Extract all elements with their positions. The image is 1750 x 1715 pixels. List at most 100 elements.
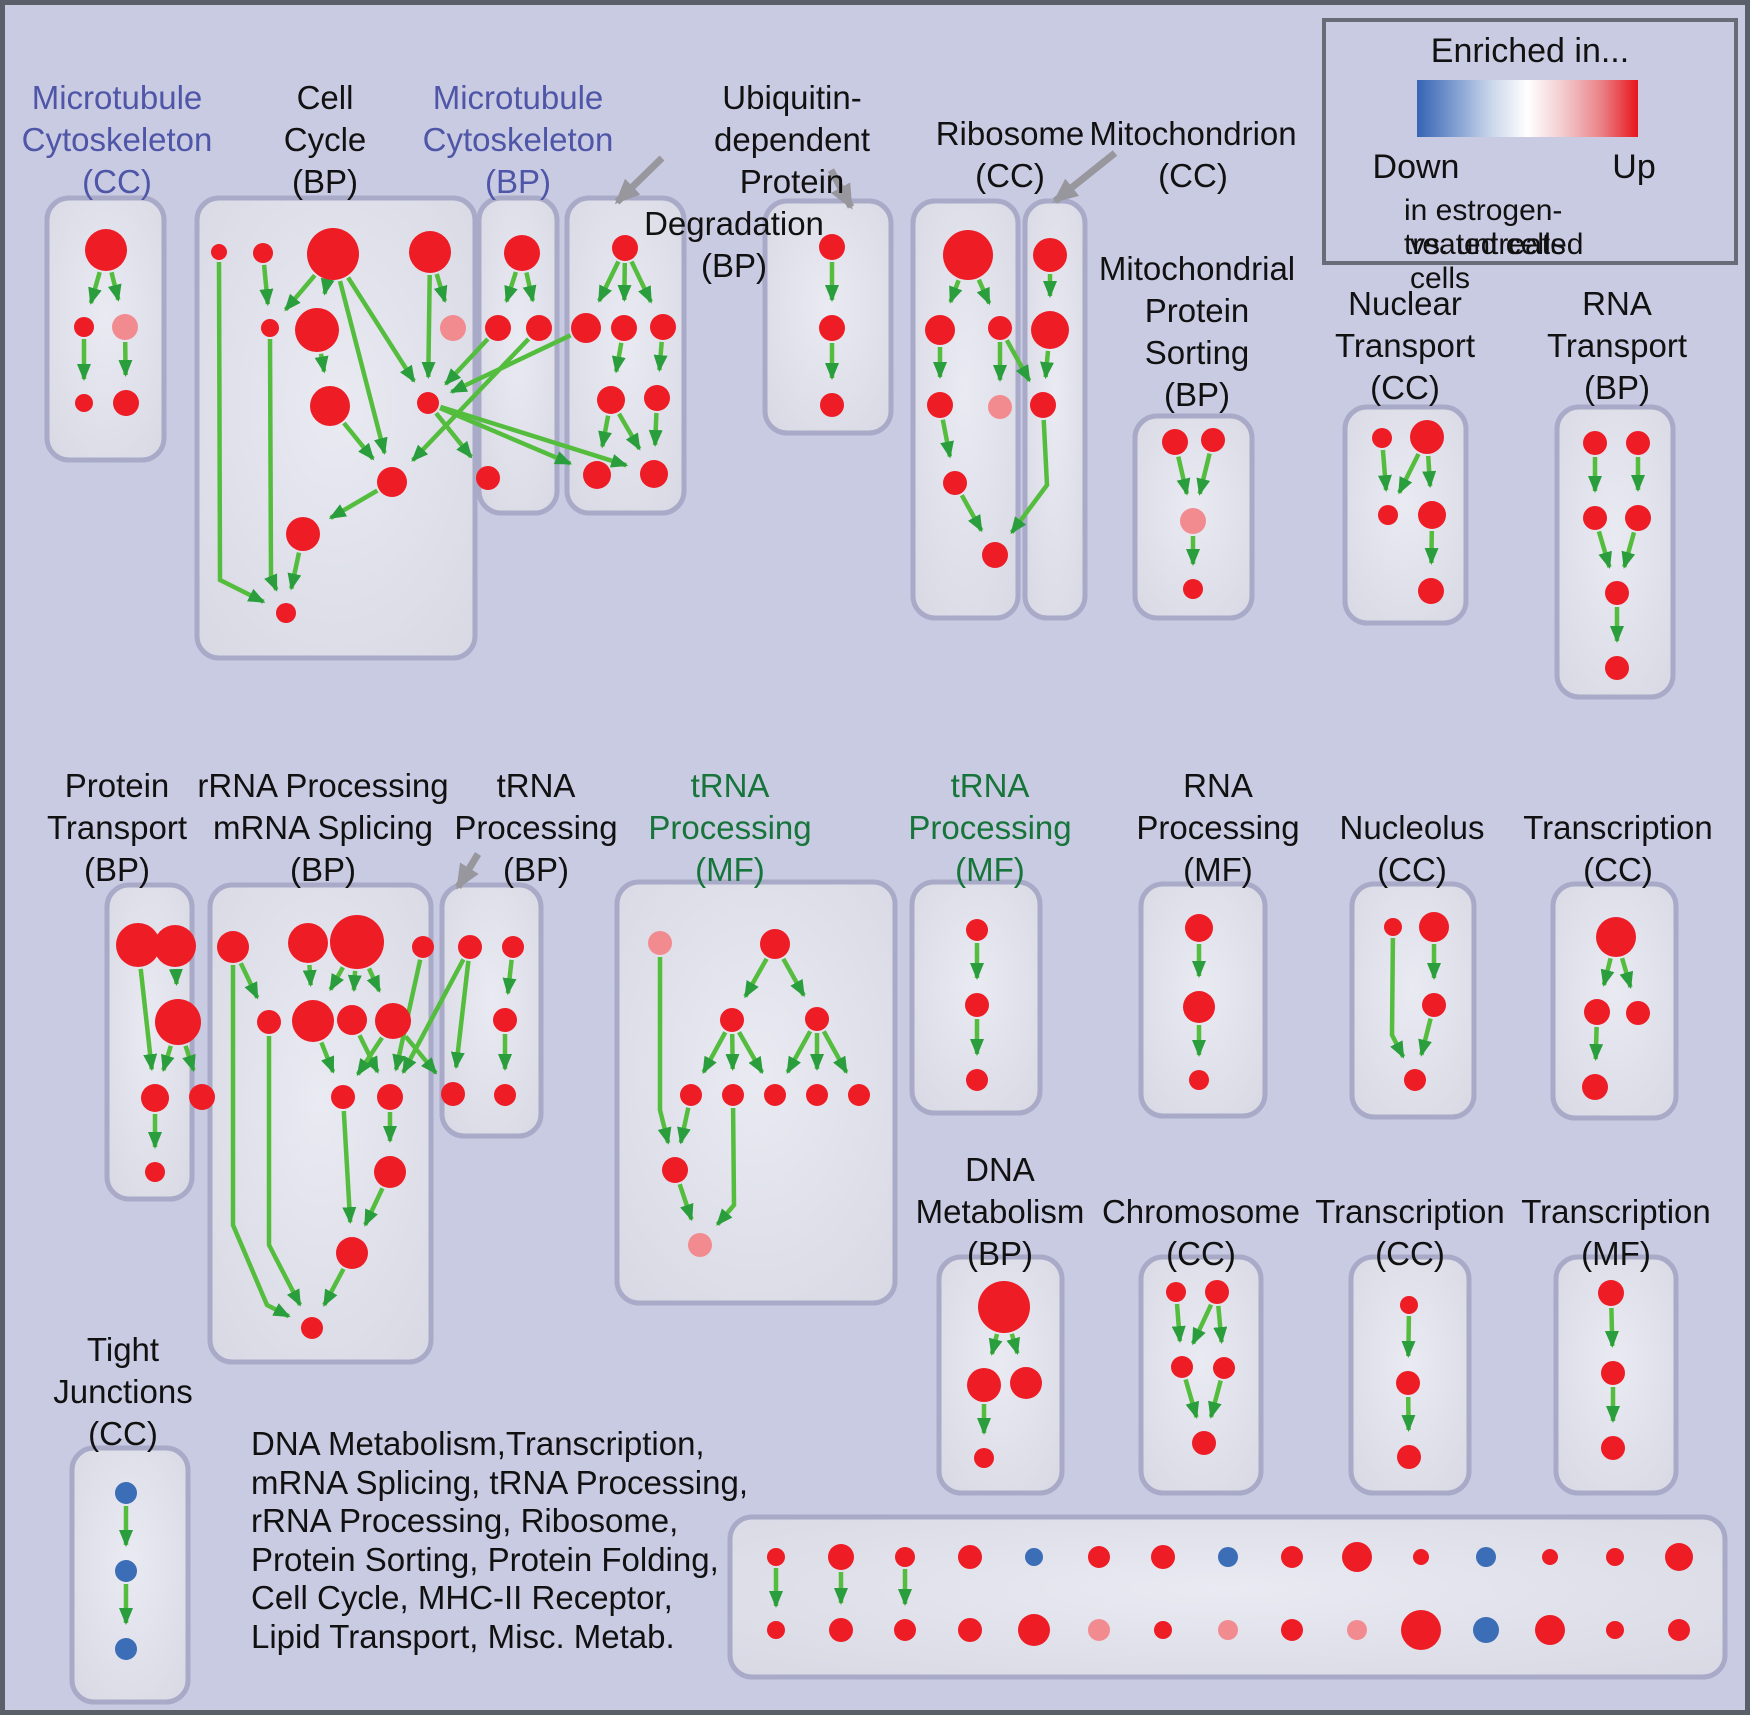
label-line: Cytoskeleton (422, 121, 614, 158)
misc-text-line: rRNA Processing, Ribosome, (251, 1502, 679, 1539)
gene-node-red (1378, 505, 1398, 525)
edge (320, 277, 335, 296)
label-line: Mitochondrion (1089, 115, 1297, 152)
edge (341, 1110, 357, 1225)
gene-node-red (1031, 311, 1069, 349)
label-line: Degradation (644, 205, 824, 242)
label-line: Sorting (1144, 334, 1250, 371)
group-box-dna-metabolism (936, 1254, 1065, 1496)
gene-node-blue (1473, 1617, 1499, 1643)
edge (1377, 449, 1392, 493)
label-line: Tight (86, 1331, 160, 1368)
label-line: rRNA Processing (197, 767, 449, 804)
label-line: RNA (1582, 285, 1652, 322)
gene-node-red (767, 1548, 785, 1566)
group-box-nuclear-transport (1342, 404, 1469, 626)
gene-node-red (377, 467, 407, 497)
label-line: (BP) (1584, 369, 1650, 406)
gene-node-red (1401, 1610, 1441, 1650)
gene-node-red (288, 923, 328, 963)
edge (598, 415, 612, 449)
gene-node-red (1162, 429, 1188, 455)
gene-node-red (141, 1084, 169, 1112)
label-trna-processing-bp: tRNA Processing (BP) (454, 765, 617, 891)
label-transcription-mf: Transcription (MF) (1521, 1191, 1711, 1275)
gene-node-red (571, 313, 601, 343)
gene-node-red (767, 1621, 785, 1639)
gene-node-red (760, 929, 790, 959)
gene-node-red (375, 1003, 411, 1039)
gene-node-red (662, 1157, 688, 1183)
label-line: Processing (454, 809, 618, 846)
network-canvas (44, 150, 1728, 1705)
edge (781, 957, 806, 998)
edge (434, 411, 473, 459)
gene-node-red (331, 1085, 355, 1109)
gene-node-red (1183, 991, 1215, 1023)
label-line: Processing (648, 809, 812, 846)
gene-node-blue (115, 1560, 137, 1582)
label-line: DNA (965, 1151, 1035, 1188)
edge (1589, 1026, 1604, 1061)
edge (337, 280, 388, 455)
gene-node-pink (688, 1233, 712, 1257)
edge (1604, 1307, 1619, 1348)
gene-node-red (409, 231, 451, 273)
gene-node-red (974, 1448, 994, 1468)
gene-node-red (1171, 1356, 1193, 1378)
gene-node-red (1033, 238, 1067, 272)
group-box-chromosome (1138, 1254, 1264, 1496)
gene-node-red (1018, 1614, 1050, 1646)
gene-node-red (1598, 1280, 1624, 1306)
gene-node-red (1151, 1545, 1175, 1569)
label-dna-metabolism: DNA Metabolism (BP) (916, 1149, 1085, 1275)
gene-node-blue (1025, 1548, 1043, 1566)
gene-node-red (1166, 1282, 1186, 1302)
label-rna-processing-mf: RNA Processing (MF) (1136, 765, 1299, 891)
gene-node-red (1410, 420, 1444, 454)
gene-node-red (958, 1545, 982, 1569)
label-transcription-cc-1: Transcription (CC) (1523, 807, 1713, 891)
label-line: Transport (1547, 327, 1687, 364)
label-line: Processing (1136, 809, 1300, 846)
label-line: (BP) (292, 163, 358, 200)
label-line: (CC) (975, 157, 1045, 194)
misc-text-line: Cell Cycle, MHC-II Receptor, (251, 1579, 673, 1616)
gene-node-red (819, 315, 845, 341)
label-line: mRNA Splicing (212, 809, 434, 846)
gene-node-pink (988, 395, 1012, 419)
gene-node-red (374, 1156, 406, 1188)
edge (1006, 1333, 1020, 1356)
label-line: Nucleolus (1339, 809, 1485, 846)
edge (648, 412, 663, 447)
gene-node-red (1668, 1619, 1690, 1641)
label-line: (CC) (1158, 157, 1228, 194)
misc-text-line: Lipid Transport, Misc. Metab. (251, 1617, 675, 1655)
group-box-rna-transport (1554, 404, 1676, 700)
edge (259, 264, 274, 307)
edge (1397, 452, 1421, 495)
edge (1621, 531, 1637, 569)
gene-node-red (1601, 1361, 1625, 1385)
gene-node-red (286, 517, 320, 551)
gene-node-red (828, 1544, 854, 1570)
gene-node-red (925, 315, 955, 345)
gene-node-red (257, 1010, 281, 1034)
edge (403, 1035, 438, 1075)
gene-node-red (1281, 1619, 1303, 1641)
gene-node-red (611, 315, 637, 341)
gene-node-red (1010, 1367, 1042, 1399)
edge (1418, 1018, 1433, 1057)
label-line: Protein (1144, 292, 1250, 329)
label-mitochondrion: Mitochondrion (CC) (1089, 113, 1296, 197)
gene-node-red (1372, 428, 1392, 448)
gene-node-red (644, 385, 670, 411)
gene-node-blue (1476, 1547, 1496, 1567)
edge (1171, 1303, 1186, 1344)
label-line: tRNA (950, 767, 1030, 804)
edge (216, 261, 266, 604)
gene-node-pink (112, 314, 138, 340)
label-line: (BP) (1163, 376, 1230, 413)
gene-node-red (1030, 392, 1056, 418)
edge (421, 274, 436, 379)
